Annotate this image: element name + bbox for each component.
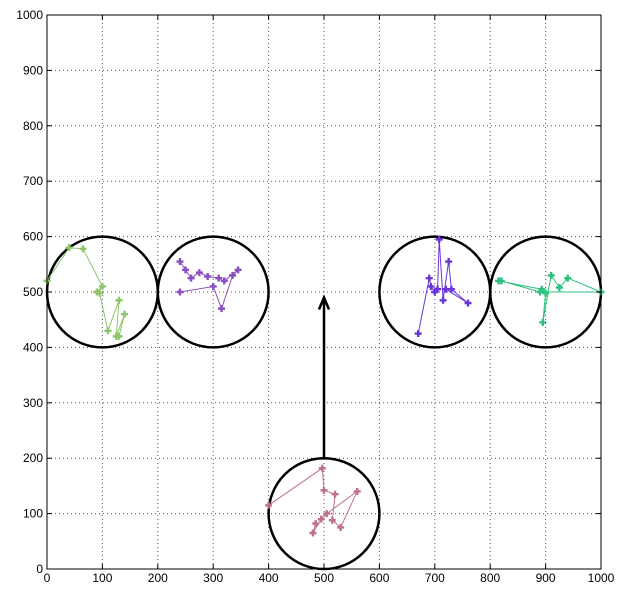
data-point <box>234 266 242 274</box>
x-tick-label: 900 <box>536 571 556 585</box>
data-point <box>176 258 184 266</box>
series-line <box>46 247 126 337</box>
x-tick-label: 200 <box>148 571 168 585</box>
data-point <box>96 289 104 297</box>
data-point <box>204 272 212 280</box>
data-point <box>439 296 447 304</box>
data-point <box>115 296 123 304</box>
data-point <box>414 330 422 338</box>
x-tick-label: 500 <box>314 571 334 585</box>
x-tick-label: 400 <box>259 571 279 585</box>
data-point <box>65 244 73 252</box>
series-line <box>417 239 469 334</box>
data-point <box>353 487 361 495</box>
data-point <box>464 299 472 307</box>
x-tick-label: 800 <box>480 571 500 585</box>
data-point <box>115 332 123 340</box>
data-point <box>218 305 226 313</box>
x-tick-label: 1000 <box>588 571 615 585</box>
y-tick-label: 1000 <box>16 8 43 22</box>
y-tick-label: 500 <box>23 285 43 299</box>
data-point <box>497 277 505 285</box>
data-point <box>195 269 203 277</box>
y-tick-label: 900 <box>23 63 43 77</box>
data-point <box>427 282 435 290</box>
data-point <box>434 285 442 293</box>
data-point <box>121 310 129 318</box>
data-point <box>215 274 223 282</box>
data-point <box>337 523 345 531</box>
data-point <box>331 490 339 498</box>
y-tick-label: 200 <box>23 451 43 465</box>
data-point <box>435 235 443 243</box>
data-point <box>265 501 273 509</box>
arrow-head <box>317 294 331 311</box>
y-tick-label: 0 <box>36 562 43 576</box>
x-tick-label: 0 <box>44 571 51 585</box>
x-tick-label: 600 <box>369 571 389 585</box>
data-point <box>547 271 555 279</box>
data-point <box>445 258 453 266</box>
data-point <box>187 274 195 282</box>
y-tick-label: 800 <box>23 119 43 133</box>
data-point <box>539 318 547 326</box>
data-point <box>318 464 326 472</box>
data-point <box>442 285 450 293</box>
y-tick-label: 400 <box>23 340 43 354</box>
data-point <box>176 288 184 296</box>
y-tick-label: 100 <box>23 507 43 521</box>
data-point <box>104 327 112 335</box>
y-tick-label: 600 <box>23 230 43 244</box>
series-line <box>179 261 239 311</box>
data-point <box>182 266 189 274</box>
series-line <box>498 274 602 323</box>
y-tick-label: 300 <box>23 396 43 410</box>
data-point <box>98 282 106 290</box>
x-tick-label: 300 <box>203 571 223 585</box>
data-point <box>229 271 237 279</box>
data-point <box>564 274 572 282</box>
y-tick-label: 700 <box>23 174 43 188</box>
data-point <box>309 529 317 537</box>
axis-layer: 0 100 200 300 400 500 600 700 800 900 1000 0 100 200 3… <box>16 8 614 585</box>
region-circle <box>156 235 270 349</box>
series-layer <box>43 235 605 537</box>
x-tick-label: 700 <box>425 571 445 585</box>
data-point <box>209 282 217 290</box>
x-tick-label: 100 <box>92 571 112 585</box>
arrow-layer <box>317 294 331 459</box>
data-point <box>536 288 544 296</box>
data-point <box>425 274 433 282</box>
data-point <box>323 510 331 518</box>
data-point <box>328 516 336 524</box>
data-point <box>312 520 320 528</box>
data-point <box>79 245 87 253</box>
data-point <box>555 284 563 292</box>
data-point <box>220 277 228 285</box>
data-point <box>320 486 328 494</box>
data-point <box>317 515 325 523</box>
